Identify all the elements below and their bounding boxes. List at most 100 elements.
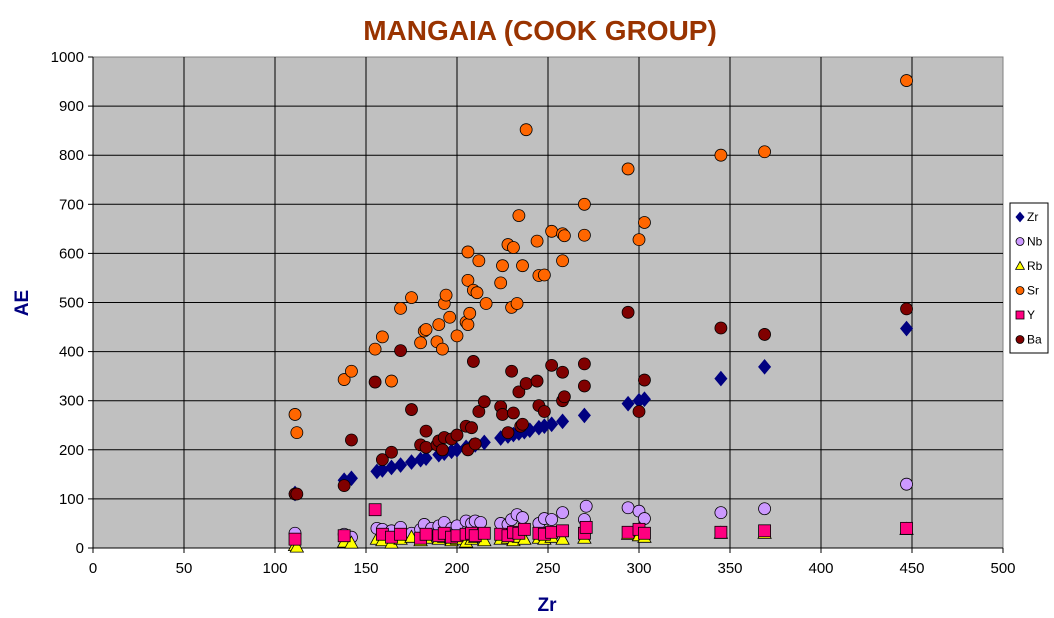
point-ba xyxy=(472,405,486,418)
point-zr xyxy=(621,395,635,412)
point-nb xyxy=(900,477,913,491)
point-ba xyxy=(466,355,480,368)
x-tick-label: 200 xyxy=(444,560,469,577)
point-y xyxy=(579,520,593,534)
point-sr xyxy=(385,374,398,388)
point-sr xyxy=(530,234,544,248)
point-ba xyxy=(405,403,418,416)
point-sr xyxy=(337,373,351,386)
x-tick-label: 450 xyxy=(899,560,924,577)
point-ba xyxy=(714,321,728,335)
legend-box xyxy=(1009,202,1049,354)
legend-marker-nb xyxy=(1015,237,1025,246)
point-y xyxy=(900,521,913,535)
y-tick-label: 800 xyxy=(59,147,84,164)
y-tick-label: 0 xyxy=(76,540,84,557)
series-ba xyxy=(288,302,913,501)
point-ba xyxy=(505,364,519,378)
point-sr xyxy=(461,274,475,287)
x-tick-label: 150 xyxy=(353,560,378,577)
point-nb xyxy=(516,511,529,524)
point-zr xyxy=(394,457,408,473)
point-rb xyxy=(344,535,359,549)
point-y xyxy=(758,524,771,538)
legend-marker-sr xyxy=(1015,286,1025,295)
point-ba xyxy=(394,344,407,358)
chart-title: MANGAIA (COOK GROUP) xyxy=(363,15,717,46)
point-sr xyxy=(578,228,591,242)
point-sr xyxy=(368,342,382,356)
x-tick-label: 300 xyxy=(626,560,651,577)
legend-marker-zr xyxy=(1015,211,1025,223)
point-y xyxy=(337,529,351,543)
x-tick-label: 500 xyxy=(990,560,1015,577)
point-ba xyxy=(537,405,551,418)
point-sr xyxy=(510,297,524,310)
point-sr xyxy=(479,297,493,310)
y-tick-label: 600 xyxy=(59,245,84,262)
legend-label-nb: Nb xyxy=(1027,235,1043,249)
point-ba xyxy=(385,445,398,459)
point-ba xyxy=(450,428,464,442)
point-sr xyxy=(436,342,449,356)
point-ba xyxy=(578,357,591,371)
point-y xyxy=(714,525,728,539)
point-ba xyxy=(375,453,389,467)
point-sr xyxy=(345,364,358,378)
point-sr xyxy=(516,259,529,273)
point-ba xyxy=(557,390,571,404)
point-sr xyxy=(507,241,520,254)
x-tick-label: 350 xyxy=(717,560,742,577)
point-ba xyxy=(345,433,358,447)
point-nb xyxy=(621,501,635,515)
point-zr xyxy=(577,407,591,424)
point-ba xyxy=(436,443,449,457)
legend-label-y: Y xyxy=(1027,308,1035,322)
point-ba xyxy=(419,440,433,454)
y-tick-label: 500 xyxy=(59,295,84,312)
point-ba xyxy=(758,328,771,341)
point-ba xyxy=(512,385,526,399)
point-zr xyxy=(556,413,570,430)
point-ba xyxy=(290,487,304,501)
point-sr xyxy=(638,216,651,229)
point-ba xyxy=(638,373,651,387)
y-tick-label: 300 xyxy=(59,393,84,410)
point-sr xyxy=(443,310,457,324)
grid-lines xyxy=(93,57,1003,548)
point-sr xyxy=(578,197,591,211)
y-tick-label: 400 xyxy=(59,344,84,361)
point-ba xyxy=(530,374,544,388)
legend-marker-ba xyxy=(1015,335,1025,344)
point-ba xyxy=(516,417,529,431)
point-ba xyxy=(468,437,482,451)
series-y xyxy=(288,503,913,546)
point-ba xyxy=(419,424,433,438)
point-y xyxy=(517,522,531,536)
point-nb xyxy=(474,516,488,529)
point-sr xyxy=(545,224,559,238)
point-sr xyxy=(461,318,475,331)
point-ba xyxy=(337,479,351,493)
point-ba xyxy=(632,405,646,418)
y-tick-label: 700 xyxy=(59,196,84,213)
point-zr xyxy=(714,370,728,387)
point-zr xyxy=(545,416,559,433)
legend: Zr Nb Rb Sr Y Ba xyxy=(1009,202,1049,354)
y-tick-label: 1000 xyxy=(51,49,84,66)
point-ba xyxy=(477,395,491,409)
point-ba xyxy=(519,377,533,390)
point-sr xyxy=(288,408,302,421)
point-y xyxy=(288,532,302,546)
point-sr xyxy=(290,426,304,440)
point-nb xyxy=(714,506,728,520)
x-tick-label: 100 xyxy=(262,560,287,577)
point-sr xyxy=(496,259,509,273)
legend-marker-y xyxy=(1015,310,1025,320)
point-ba xyxy=(545,358,559,372)
point-y xyxy=(556,524,569,538)
point-sr xyxy=(556,254,569,268)
point-y xyxy=(545,525,559,539)
point-y xyxy=(638,526,651,540)
x-tick-label: 0 xyxy=(89,560,97,577)
